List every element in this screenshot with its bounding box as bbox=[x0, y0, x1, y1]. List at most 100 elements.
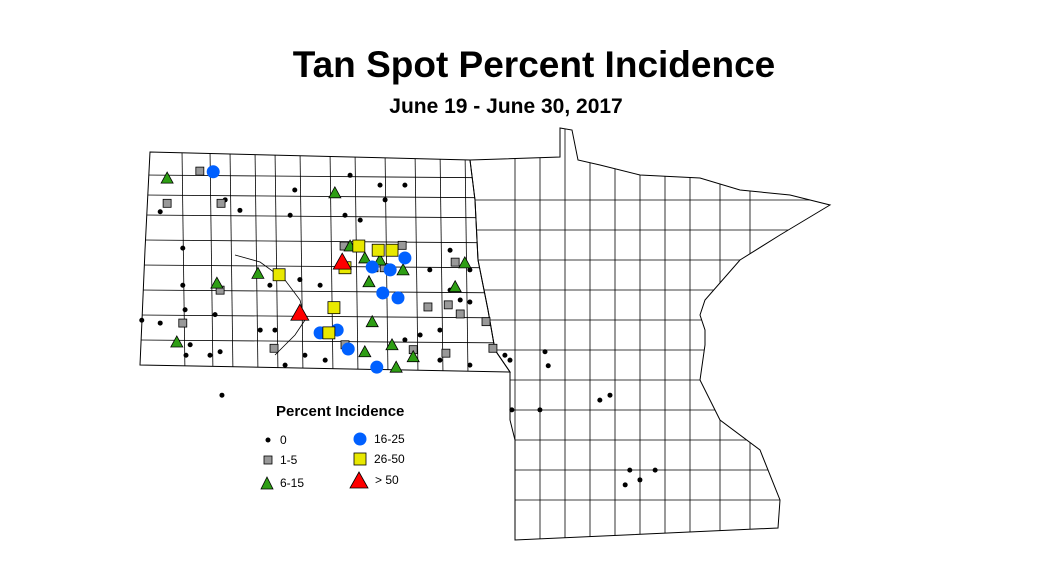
point-6-15 bbox=[358, 344, 372, 358]
mn-county-lines bbox=[470, 128, 830, 540]
point-0 bbox=[157, 209, 163, 215]
point-0 bbox=[382, 197, 388, 203]
triangle-icon bbox=[260, 476, 274, 490]
minnesota-outline bbox=[469, 127, 832, 541]
point-6-15 bbox=[210, 276, 224, 289]
point-26-50 bbox=[371, 243, 385, 257]
point-0 bbox=[377, 182, 383, 188]
legend-label: > 50 bbox=[375, 473, 399, 487]
legend-label: 26-50 bbox=[374, 452, 405, 466]
point-0 bbox=[457, 297, 463, 303]
point-1-5 bbox=[443, 300, 453, 310]
point-6-15 bbox=[170, 335, 184, 348]
county-line bbox=[140, 314, 510, 319]
legend-label: 0 bbox=[280, 433, 287, 447]
nd-county-lines bbox=[140, 152, 510, 372]
point-0 bbox=[217, 349, 223, 355]
county-line bbox=[274, 152, 279, 372]
county-line bbox=[140, 264, 510, 269]
point-0 bbox=[187, 342, 193, 348]
point-0 bbox=[467, 267, 473, 273]
point-0 bbox=[139, 317, 145, 323]
county-line bbox=[140, 214, 510, 219]
point-1-5 bbox=[488, 343, 498, 353]
point-0 bbox=[502, 352, 508, 358]
point-16-25 bbox=[376, 286, 390, 300]
point-0 bbox=[417, 332, 423, 338]
point-1-5 bbox=[162, 198, 172, 208]
point-1-5 bbox=[423, 302, 433, 312]
point-16-25 bbox=[383, 263, 397, 277]
point-16-25 bbox=[365, 260, 379, 274]
point-1-5 bbox=[178, 318, 188, 328]
point-16-25 bbox=[206, 165, 220, 179]
point-0 bbox=[180, 245, 186, 251]
point-0 bbox=[237, 207, 243, 213]
legend-title: Percent Incidence bbox=[276, 403, 405, 420]
county-line bbox=[439, 152, 444, 372]
point-0 bbox=[509, 407, 515, 413]
square-icon bbox=[353, 452, 367, 466]
point-0 bbox=[545, 363, 551, 369]
point-0 bbox=[207, 352, 213, 358]
point-6-15 bbox=[251, 266, 265, 279]
point-26-50 bbox=[352, 239, 366, 253]
point-0 bbox=[357, 217, 363, 223]
county-line bbox=[140, 289, 510, 294]
point-6-15 bbox=[385, 337, 399, 351]
observation-points bbox=[139, 165, 658, 488]
point-6-15 bbox=[365, 314, 379, 328]
county-line bbox=[299, 152, 304, 372]
legend-item-6-15: 6-15 bbox=[260, 476, 304, 490]
point-0 bbox=[597, 397, 603, 403]
point-0 bbox=[267, 282, 273, 288]
point-0 bbox=[342, 212, 348, 218]
point-over-50 bbox=[290, 303, 310, 321]
point-0 bbox=[219, 392, 225, 398]
point-16-25 bbox=[391, 291, 405, 305]
point-26-50 bbox=[322, 326, 336, 340]
point-0 bbox=[292, 187, 298, 193]
point-0 bbox=[302, 352, 308, 358]
point-6-15 bbox=[406, 349, 420, 363]
point-6-15 bbox=[396, 263, 410, 276]
legend-label: 16-25 bbox=[374, 432, 405, 446]
point-0 bbox=[257, 327, 263, 333]
point-0 bbox=[212, 312, 218, 318]
county-line bbox=[254, 152, 259, 372]
missouri-river bbox=[234, 254, 306, 356]
map-subtitle: June 19 - June 30, 2017 bbox=[389, 95, 623, 118]
triangle-icon bbox=[349, 471, 369, 489]
point-16-25 bbox=[341, 342, 355, 356]
point-0 bbox=[317, 282, 323, 288]
point-6-15 bbox=[448, 279, 462, 293]
point-0 bbox=[447, 247, 453, 253]
point-0 bbox=[437, 357, 443, 363]
point-1-5 bbox=[481, 317, 491, 327]
point-over-50 bbox=[332, 252, 352, 270]
point-6-15 bbox=[458, 256, 472, 269]
point-0 bbox=[347, 172, 353, 178]
point-0 bbox=[322, 357, 328, 363]
point-0 bbox=[627, 467, 633, 473]
point-1-5 bbox=[450, 257, 460, 267]
county-line bbox=[209, 152, 214, 372]
point-0 bbox=[282, 362, 288, 368]
point-0 bbox=[180, 282, 186, 288]
point-26-50 bbox=[327, 301, 341, 315]
point-1-5 bbox=[216, 198, 226, 208]
point-0 bbox=[402, 182, 408, 188]
square-icon bbox=[263, 455, 273, 465]
point-26-50 bbox=[385, 243, 399, 257]
point-16-25 bbox=[398, 251, 412, 265]
point-1-5 bbox=[269, 343, 279, 353]
county-line bbox=[140, 194, 510, 199]
legend-label: 1-5 bbox=[280, 453, 298, 467]
point-0 bbox=[157, 320, 163, 326]
point-6-15 bbox=[362, 274, 376, 288]
point-0 bbox=[183, 352, 189, 358]
point-0 bbox=[607, 392, 613, 398]
point-0 bbox=[297, 277, 303, 283]
